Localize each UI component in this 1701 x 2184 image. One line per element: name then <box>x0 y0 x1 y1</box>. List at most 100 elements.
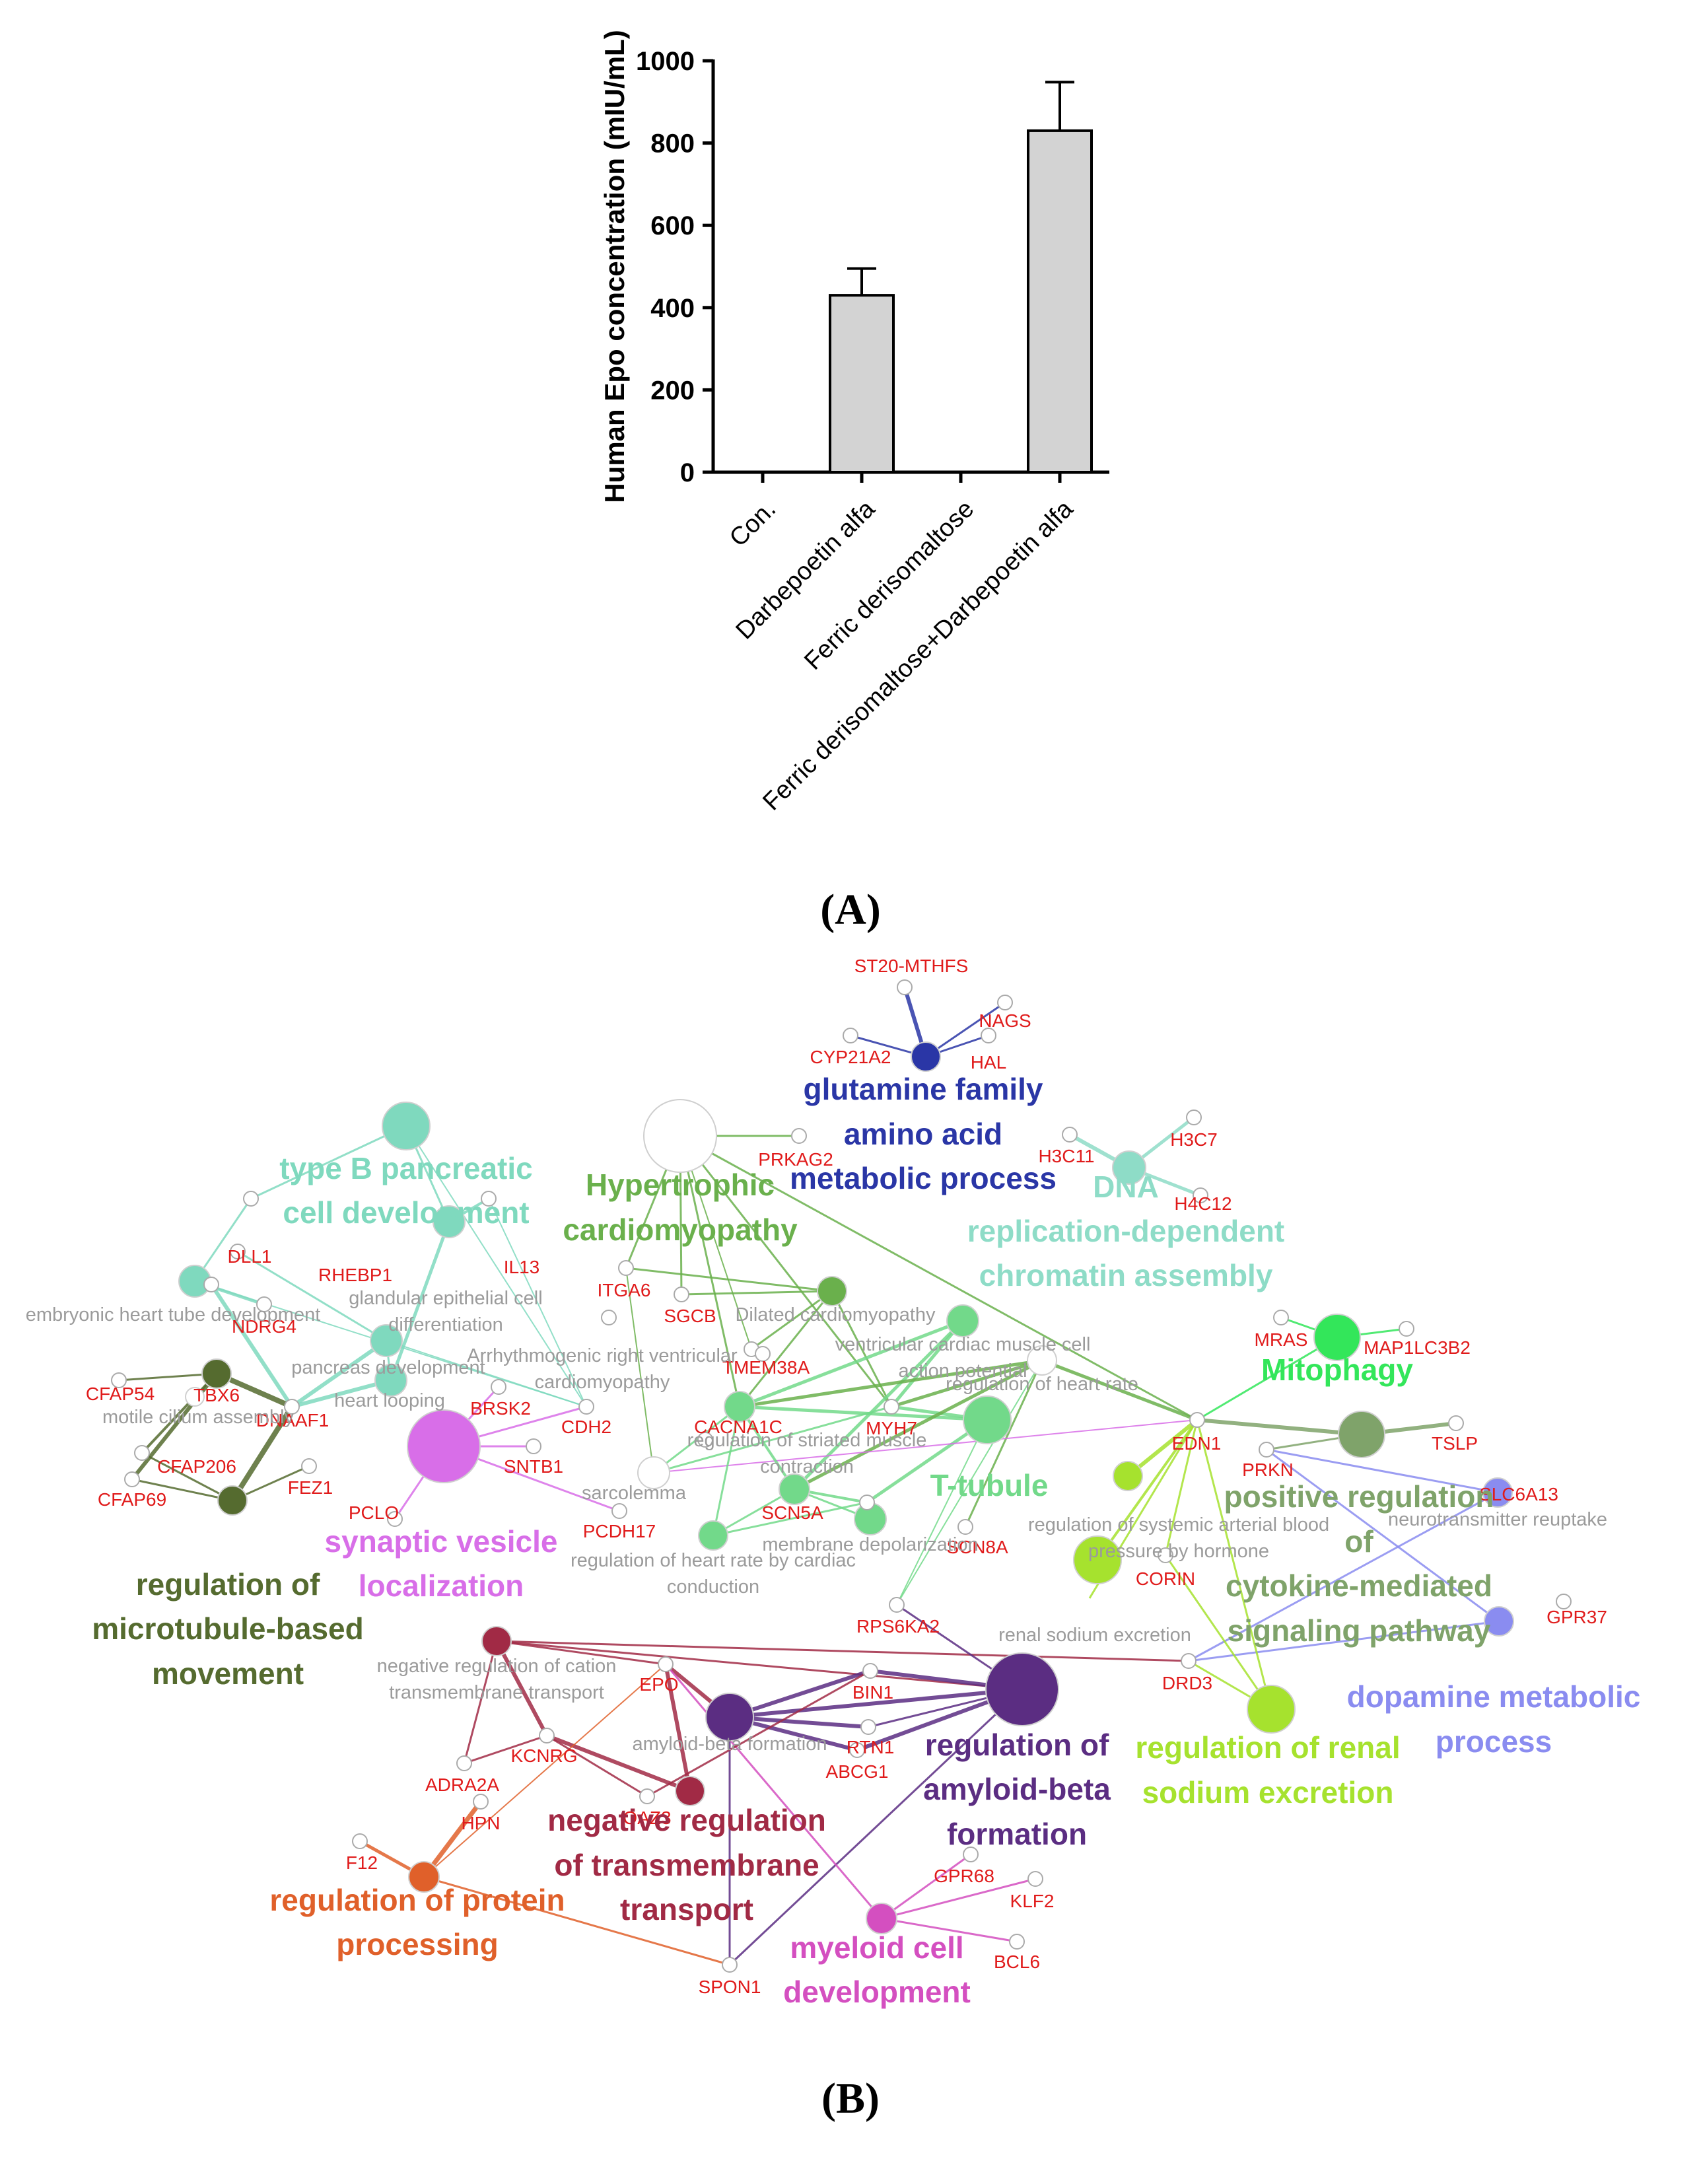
gene-label: F12 <box>346 1852 378 1873</box>
gene-label: CORIN <box>1136 1568 1195 1589</box>
gene-node <box>849 1742 865 1758</box>
term-label: sarcolemma <box>582 1483 687 1504</box>
network-edge <box>1197 1336 1338 1421</box>
cluster-label: formation <box>947 1817 1087 1851</box>
cluster-label: microtubule-based <box>92 1611 364 1646</box>
network-edge <box>739 1405 988 1422</box>
cluster-node <box>1338 1411 1385 1458</box>
gene-label: H4C12 <box>1174 1193 1232 1214</box>
term-label: glandular epithelial cell <box>349 1288 542 1309</box>
y-axis-label: Human Epo concentration (mIU/mL) <box>599 30 630 503</box>
cluster-node <box>675 1776 705 1806</box>
term-label: heart looping <box>334 1390 445 1411</box>
gene-label: FEZ1 <box>288 1477 333 1498</box>
network-edge <box>729 1669 871 1719</box>
gene-node <box>791 1128 807 1144</box>
gene-node <box>658 1656 674 1672</box>
cluster-label: type B pancreatic <box>279 1151 532 1185</box>
network-edge <box>712 1501 868 1537</box>
gene-label: ITGA6 <box>598 1280 651 1300</box>
cluster-node <box>382 1102 431 1150</box>
bar <box>1027 129 1093 474</box>
gene-node <box>755 1346 771 1362</box>
gene-node <box>124 1471 140 1487</box>
network-edge <box>496 1640 1189 1662</box>
cluster-label: myeloid cell <box>790 1930 963 1965</box>
gene-label: DNAAF1 <box>256 1410 329 1430</box>
cluster-node <box>201 1358 232 1389</box>
network-edge <box>1188 1620 1500 1662</box>
network-edge <box>679 1135 752 1350</box>
cluster-node <box>963 1395 1012 1444</box>
bar <box>829 294 895 474</box>
network-edge <box>496 1640 1023 1691</box>
gene-label: BRSK2 <box>470 1398 531 1419</box>
gene-label: CDH2 <box>561 1417 611 1437</box>
cluster-node <box>408 1861 440 1893</box>
cluster-label: cytokine-mediated <box>1226 1568 1492 1603</box>
network-edge <box>751 1290 833 1351</box>
network-edge <box>1266 1448 1498 1494</box>
network-edge <box>625 1267 654 1473</box>
gene-node <box>611 1503 627 1519</box>
gene-label: SCN8A <box>946 1537 1008 1557</box>
cluster-label: regulation of protein <box>269 1883 565 1917</box>
cluster-label: replication-dependent <box>967 1214 1284 1248</box>
gene-node <box>997 995 1013 1010</box>
network-edge <box>881 1853 971 1920</box>
gene-label: OAZ3 <box>623 1808 671 1828</box>
network-edge <box>291 1378 392 1409</box>
network-edge <box>681 1290 833 1296</box>
cluster-label: regulation of <box>925 1728 1109 1762</box>
network-edge <box>881 1878 1036 1920</box>
term-label: motile cilium assembly <box>102 1407 295 1428</box>
gene-label: CACNA1C <box>694 1417 782 1437</box>
gene-label: ADRA2A <box>425 1775 499 1795</box>
network-edge <box>1197 1418 1362 1436</box>
gene-label: HPN <box>461 1813 500 1833</box>
cluster-label: positive regulation <box>1224 1479 1494 1514</box>
gene-label: TBX6 <box>193 1385 240 1405</box>
gene-node <box>203 1277 219 1292</box>
gene-node <box>981 1028 996 1043</box>
cluster-node <box>217 1485 248 1516</box>
term-label: ventricular cardiac muscle cell <box>835 1334 1091 1355</box>
cluster-label: amino acid <box>844 1117 1002 1151</box>
gene-label: EPO <box>639 1674 678 1695</box>
gene-node <box>473 1794 489 1810</box>
cluster-node <box>1027 1345 1057 1376</box>
gene-node <box>639 1788 655 1804</box>
gene-node <box>1399 1321 1414 1337</box>
gene-label: TSLP <box>1432 1433 1478 1454</box>
gene-label: PCLO <box>349 1502 399 1523</box>
cluster-label: synaptic vesicle <box>325 1524 558 1559</box>
network-edge <box>488 1198 587 1407</box>
gene-node <box>111 1372 127 1388</box>
network-edge <box>463 1640 498 1764</box>
gene-label: CFAP69 <box>98 1489 166 1510</box>
term-label: conduction <box>667 1576 759 1598</box>
network-panel-b: ST20-MTHFS NAGS CYP21A2 HAL PRKAG2 H3C11 H3C7 H… <box>26 956 1641 2009</box>
cluster-node <box>1482 1477 1513 1508</box>
gene-label: RHEBP1 <box>318 1265 392 1285</box>
network-edge <box>545 1734 691 1793</box>
gene-node <box>963 1847 979 1862</box>
gene-node <box>862 1663 878 1679</box>
cluster-label: movement <box>152 1656 304 1691</box>
gene-label: KLF2 <box>1010 1891 1055 1911</box>
term-label: cardiomyopathy <box>535 1372 670 1393</box>
cluster-node <box>374 1364 407 1397</box>
network-edge <box>738 1290 833 1407</box>
gene-label: KCNRG <box>510 1745 577 1766</box>
y-tick-label: 800 <box>650 129 695 159</box>
network-edge <box>739 1319 963 1409</box>
gene-node <box>1062 1127 1078 1143</box>
cluster-node <box>407 1409 481 1483</box>
gene-node <box>1009 1934 1025 1950</box>
network-edge <box>250 1125 407 1200</box>
network-edge <box>679 1135 741 1407</box>
network-edge <box>237 1250 387 1342</box>
gene-label: PCDH17 <box>583 1521 656 1541</box>
gene-label: SGCB <box>664 1306 716 1326</box>
